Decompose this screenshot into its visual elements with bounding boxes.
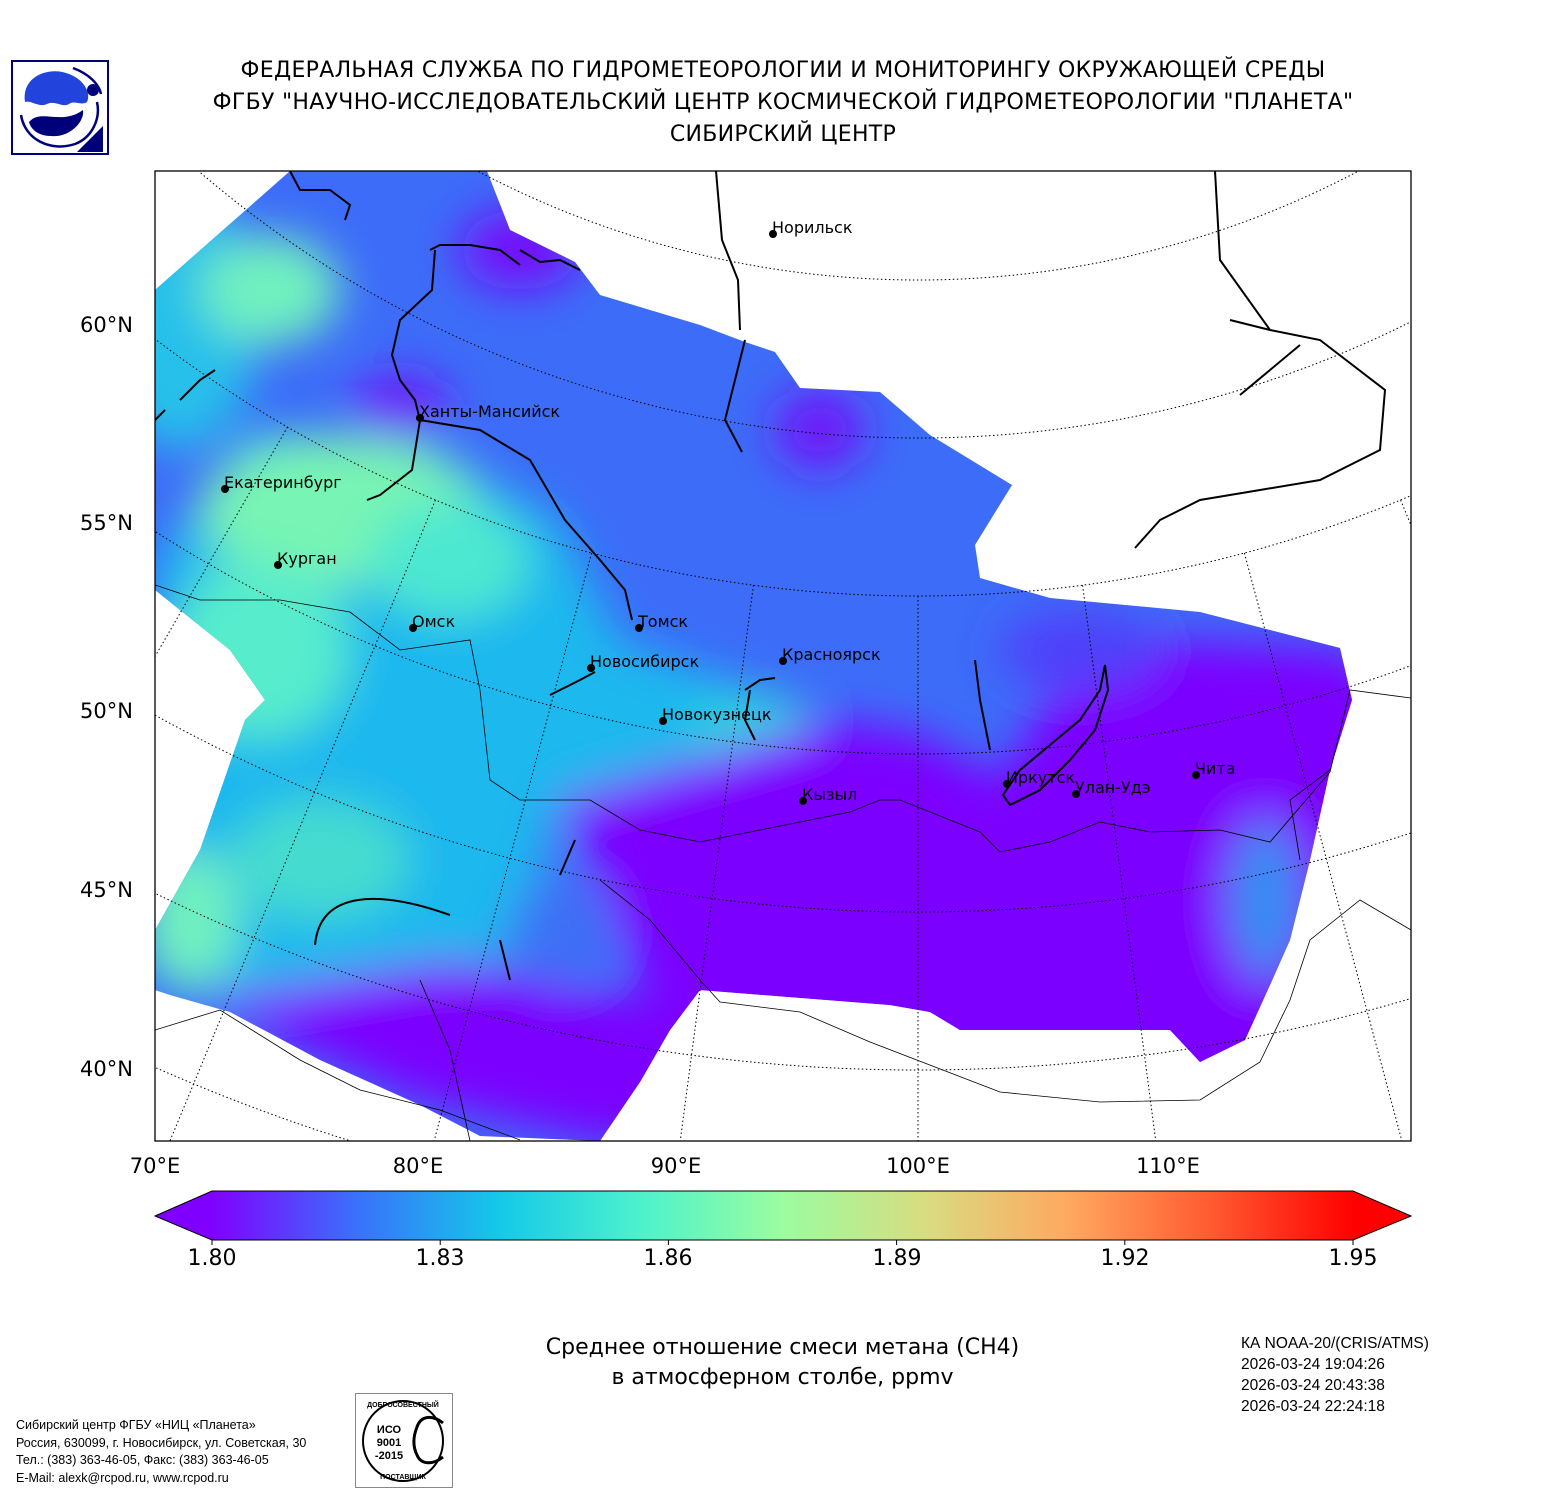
- footer-address: Сибирский центр ФГБУ «НИЦ «Планета» Росс…: [16, 1417, 306, 1487]
- city-marker: [416, 414, 424, 422]
- satellite-info: КА NOAA-20/(CRIS/ATMS) 2026-03-24 19:04:…: [1241, 1333, 1429, 1417]
- pass-time: 2026-03-24 20:43:38: [1241, 1377, 1385, 1394]
- coastlines-rivers: [155, 171, 1387, 981]
- lon-label-80: 80°E: [392, 1154, 444, 1178]
- svg-text:ПОСТАВЩИК: ПОСТАВЩИК: [380, 1474, 426, 1481]
- title-line-1: Среднее отношение смеси метана (CH4): [545, 1335, 1020, 1360]
- colorbar-tick-label: 1.80: [187, 1246, 237, 1271]
- lat-label-60: 60°N: [80, 313, 133, 337]
- colorbar-tick-label: 1.83: [415, 1246, 465, 1271]
- colorbar-tick-label: 1.95: [1328, 1246, 1378, 1271]
- header-line-3: СИБИРСКИЙ ЦЕНТР: [669, 122, 897, 147]
- city-marker: [587, 664, 595, 672]
- svg-text:9001: 9001: [377, 1437, 401, 1449]
- parallel-line: [197, 171, 1411, 439]
- parallel-line: [476, 171, 1360, 281]
- graticule: [131, 0, 1550, 1141]
- lat-label-45: 45°N: [80, 878, 133, 902]
- country-borders: [155, 584, 1411, 1141]
- city-marker: [274, 561, 282, 569]
- header-line-2: ФГБУ "НАУЧНО-ИССЛЕДОВАТЕЛЬСКИЙ ЦЕНТР КОС…: [212, 90, 1354, 115]
- colorbar: [153, 1190, 1413, 1245]
- svg-text:ИСО: ИСО: [377, 1424, 402, 1436]
- city-marker: [1072, 790, 1080, 798]
- address-line: E-Mail: alexk@rcpod.ru, www.rcpod.ru: [16, 1470, 229, 1485]
- parallel-line: [155, 530, 1411, 755]
- lat-label-50: 50°N: [80, 699, 133, 723]
- address-line: Россия, 630099, г. Новосибирск, ул. Сове…: [16, 1435, 307, 1450]
- city-marker: [1003, 780, 1011, 788]
- meridian-line: [1400, 499, 1411, 527]
- map-frame: [154, 170, 1412, 1142]
- city-marker: [659, 717, 667, 725]
- svg-text:-2015: -2015: [375, 1450, 403, 1462]
- city-marker: [799, 797, 807, 805]
- lon-label-110: 110°E: [1136, 1154, 1200, 1178]
- instrument: КА NOAA-20/(CRIS/ATMS): [1241, 1335, 1429, 1352]
- city-marker: [779, 657, 787, 665]
- title-line-2: в атмосферном столбе, ppmv: [611, 1365, 954, 1390]
- lon-label-70: 70°E: [129, 1154, 181, 1178]
- header-line-1: ФЕДЕРАЛЬНАЯ СЛУЖБА ПО ГИДРОМЕТЕОРОЛОГИИ …: [240, 58, 1326, 83]
- address-line: Сибирский центр ФГБУ «НИЦ «Планета»: [16, 1418, 256, 1432]
- parallel-line: [131, 0, 1550, 122]
- lon-label-90: 90°E: [650, 1154, 702, 1178]
- lat-label-40: 40°N: [80, 1057, 133, 1081]
- colorbar-tick-label: 1.86: [643, 1246, 693, 1271]
- svg-text:ДОБРОСОВЕСТНЫЙ: ДОБРОСОВЕСТНЫЙ: [367, 1400, 439, 1409]
- pass-time: 2026-03-24 19:04:26: [1241, 1356, 1385, 1373]
- city-marker: [1192, 771, 1200, 779]
- iso-certificate-logo: ДОБРОСОВЕСТНЫЙ ИСО 9001 -2015 ПОСТАВЩИК: [355, 1393, 453, 1488]
- colorbar-tick-label: 1.92: [1100, 1246, 1150, 1271]
- map-title: Среднее отношение смеси метана (CH4) в а…: [470, 1333, 1095, 1393]
- planeta-logo: [11, 60, 109, 155]
- colorbar-tick-label: 1.89: [872, 1246, 922, 1271]
- methane-map: [131, 0, 1550, 1245]
- city-marker: [409, 624, 417, 632]
- city-marker: [635, 624, 643, 632]
- city-marker: [221, 485, 229, 493]
- address-line: Тел.: (383) 363-46-05, Факс: (383) 363-4…: [16, 1453, 269, 1467]
- lat-label-55: 55°N: [80, 511, 133, 535]
- lon-label-100: 100°E: [886, 1154, 950, 1178]
- pass-time: 2026-03-24 22:24:18: [1241, 1398, 1385, 1415]
- city-marker: [769, 230, 777, 238]
